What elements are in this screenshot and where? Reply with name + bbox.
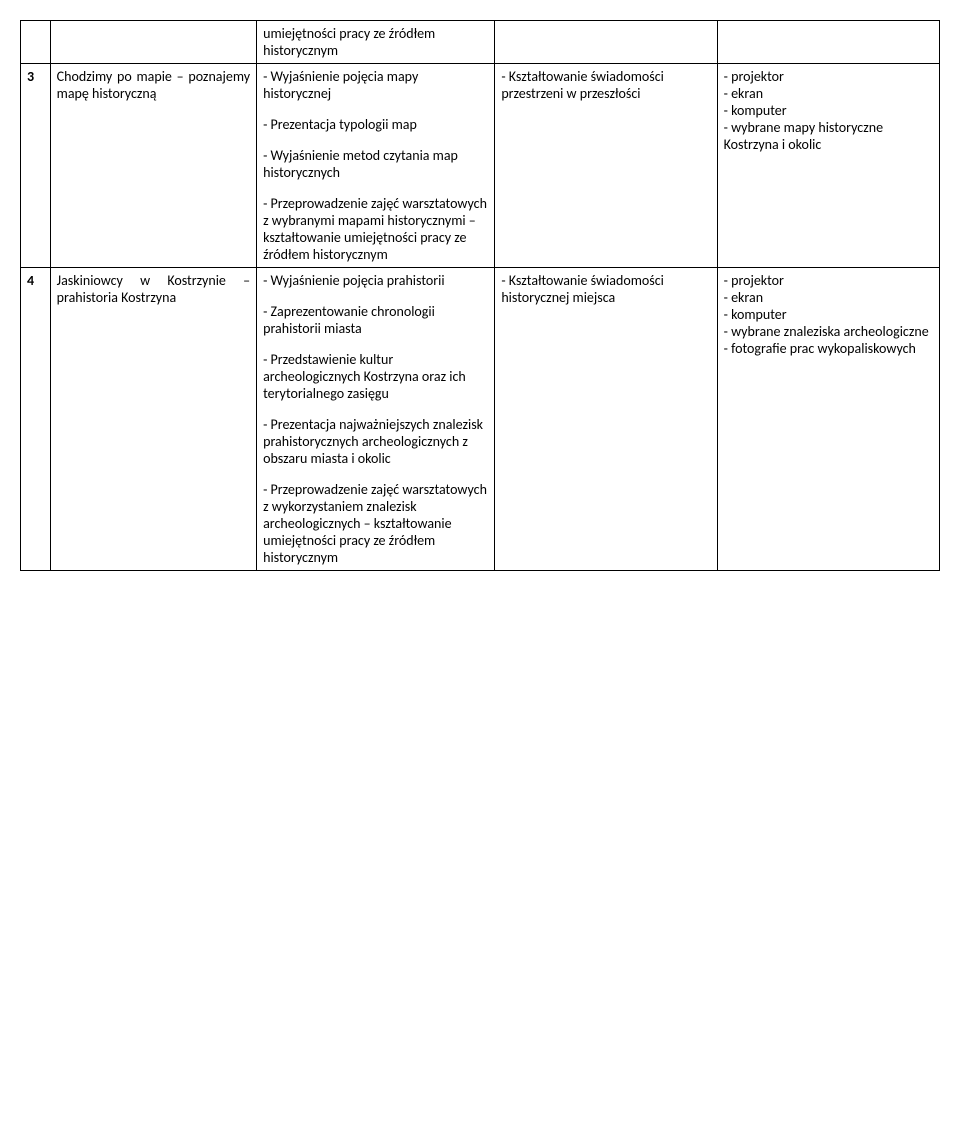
row-goal: - Kształtowanie świadomości przestrzeni … (495, 64, 717, 268)
row-activity: - Wyjaśnienie pojęcia prahistorii - Zapr… (257, 268, 495, 571)
row-number: 4 (21, 268, 51, 571)
activity-item: - Wyjaśnienie pojęcia mapy historycznej (263, 68, 488, 102)
row-number: 3 (21, 64, 51, 268)
table-row: umiejętności pracy ze źródłem historyczn… (21, 21, 940, 64)
activity-item: - Przedstawienie kultur archeologicznych… (263, 351, 488, 402)
row-goal (495, 21, 717, 64)
means-line: - wybrane znaleziska archeologiczne (724, 323, 933, 340)
row-topic (50, 21, 256, 64)
means-line: - projektor (724, 272, 933, 289)
row-means (717, 21, 939, 64)
row-activity: - Wyjaśnienie pojęcia mapy historycznej … (257, 64, 495, 268)
means-line: - ekran (724, 85, 933, 102)
activity-item: - Przeprowadzenie zajęć warsztatowych z … (263, 195, 488, 263)
row-goal: - Kształtowanie świadomości historycznej… (495, 268, 717, 571)
curriculum-table: umiejętności pracy ze źródłem historyczn… (20, 20, 940, 571)
activity-item: - Prezentacja najważniejszych znalezisk … (263, 416, 488, 467)
activity-item: - Wyjaśnienie metod czytania map history… (263, 147, 488, 181)
means-line: - wybrane mapy historyczne Kostrzyna i o… (724, 119, 933, 153)
row-number (21, 21, 51, 64)
means-line: - komputer (724, 102, 933, 119)
activity-item: - Zaprezentowanie chronologii prahistori… (263, 303, 488, 337)
table-row: 3 Chodzimy po mapie – poznajemy mapę his… (21, 64, 940, 268)
activity-item: - Prezentacja typologii map (263, 116, 488, 133)
means-line: - fotografie prac wykopaliskowych (724, 340, 933, 357)
row-means: - projektor - ekran - komputer - wybrane… (717, 64, 939, 268)
activity-item: - Wyjaśnienie pojęcia prahistorii (263, 272, 488, 289)
row-topic: Jaskiniowcy w Kostrzynie – prahistoria K… (50, 268, 256, 571)
row-topic: Chodzimy po mapie – poznajemy mapę histo… (50, 64, 256, 268)
row-activity: umiejętności pracy ze źródłem historyczn… (257, 21, 495, 64)
activity-item: - Przeprowadzenie zajęć warsztatowych z … (263, 481, 488, 566)
table-row: 4 Jaskiniowcy w Kostrzynie – prahistoria… (21, 268, 940, 571)
means-line: - projektor (724, 68, 933, 85)
means-line: - ekran (724, 289, 933, 306)
means-line: - komputer (724, 306, 933, 323)
row-means: - projektor - ekran - komputer - wybrane… (717, 268, 939, 571)
